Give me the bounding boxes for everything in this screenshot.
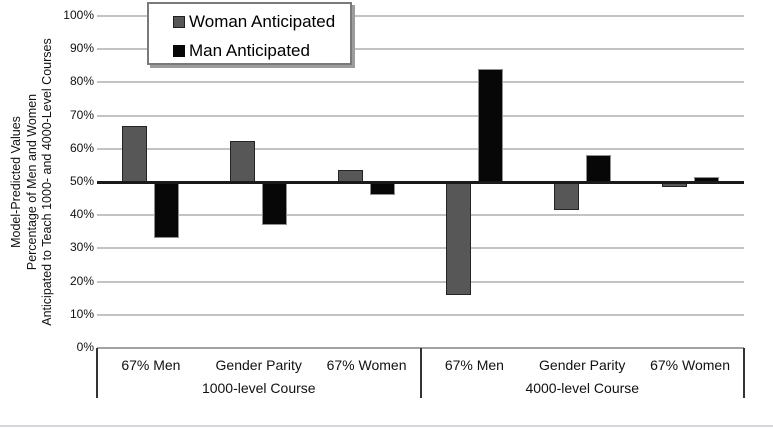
y-tick-label-80: 80%	[69, 74, 94, 89]
bar-man-4000-level-67-men	[477, 69, 503, 182]
gridline-30	[97, 247, 744, 250]
category-label-2: 67% Women	[326, 357, 407, 373]
legend-label-woman: Woman Anticipated	[189, 12, 336, 31]
page-bottom-divider	[0, 425, 773, 427]
bar-woman-1000-level-gender-parity	[230, 140, 256, 182]
gridline-100	[97, 15, 744, 17]
bar-man-1000-level-67-women	[370, 182, 396, 196]
category-label-0: 67% Men	[121, 357, 181, 373]
y-tick-label-60: 60%	[69, 140, 94, 155]
gridline-20	[97, 280, 744, 283]
category-label-4: Gender Parity	[539, 357, 626, 373]
group-label-0: 1000-level Course	[201, 380, 316, 396]
baseline-50pct	[97, 180, 744, 184]
legend-label-man: Man Anticipated	[189, 41, 310, 60]
bar-man-1000-level-67-men	[154, 182, 180, 239]
category-label-5: 67% Women	[650, 357, 731, 373]
y-axis-title-line-1: Model-Predicted Values	[8, 116, 23, 248]
man-series-swatch-icon	[173, 45, 185, 57]
category-axis-divider-0	[96, 348, 98, 398]
legend-item-man: Man Anticipated	[173, 40, 350, 62]
bar-man-1000-level-gender-parity	[262, 182, 288, 226]
gridline-90	[97, 48, 744, 51]
y-tick-label-90: 90%	[69, 41, 94, 56]
category-label-3: 67% Men	[444, 357, 504, 373]
y-tick-label-10: 10%	[69, 306, 94, 321]
y-tick-label-0: 0%	[76, 340, 94, 354]
gridline-10	[97, 313, 744, 316]
category-label-1: Gender Parity	[215, 357, 302, 373]
y-tick-label-100: 100%	[63, 8, 94, 22]
bar-man-4000-level-gender-parity	[585, 155, 611, 182]
y-tick-label-50: 50%	[69, 174, 94, 188]
gridline-60	[97, 147, 744, 150]
legend-item-woman: Woman Anticipated	[173, 11, 350, 33]
y-tick-label-20: 20%	[69, 273, 94, 288]
gridline-70	[97, 114, 744, 117]
category-axis-divider-2	[743, 348, 745, 398]
y-tick-label-30: 30%	[69, 240, 94, 255]
gridline-40	[97, 214, 744, 217]
woman-series-swatch-icon	[173, 16, 185, 28]
category-axis-divider-1	[419, 348, 422, 398]
gridline-80	[97, 81, 744, 84]
y-tick-label-40: 40%	[69, 207, 94, 222]
bar-woman-4000-level-gender-parity	[553, 182, 579, 211]
group-label-1: 4000-level Course	[525, 380, 640, 396]
chart-legend: Woman Anticipated Man Anticipated	[147, 2, 352, 65]
bar-woman-1000-level-67-men	[122, 125, 148, 182]
bar-woman-4000-level-67-men	[445, 182, 471, 295]
y-axis-title-line-2: Percentage of Men and Women	[24, 93, 39, 271]
y-tick-label-70: 70%	[69, 107, 94, 122]
